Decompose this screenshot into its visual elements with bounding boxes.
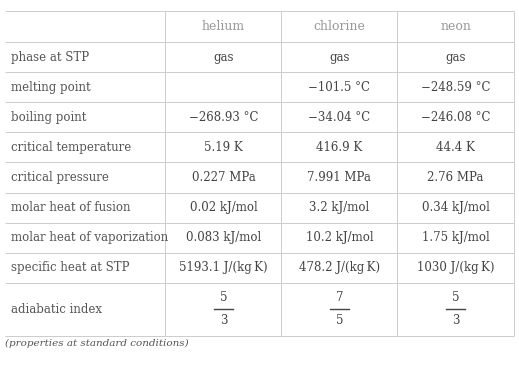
Text: molar heat of fusion: molar heat of fusion: [11, 201, 131, 214]
Text: 478.2 J/(kg K): 478.2 J/(kg K): [299, 261, 380, 274]
Text: 3.2 kJ/mol: 3.2 kJ/mol: [309, 201, 370, 214]
Text: −34.04 °C: −34.04 °C: [308, 111, 371, 124]
Text: 10.2 kJ/mol: 10.2 kJ/mol: [306, 231, 373, 244]
Text: phase at STP: phase at STP: [11, 51, 90, 63]
Text: critical pressure: critical pressure: [11, 171, 110, 184]
Text: 0.34 kJ/mol: 0.34 kJ/mol: [421, 201, 489, 214]
Text: 0.02 kJ/mol: 0.02 kJ/mol: [189, 201, 257, 214]
Text: molar heat of vaporization: molar heat of vaporization: [11, 231, 169, 244]
Text: chlorine: chlorine: [313, 20, 365, 33]
Text: (properties at standard conditions): (properties at standard conditions): [5, 339, 189, 348]
Text: 0.227 MPa: 0.227 MPa: [192, 171, 255, 184]
Text: melting point: melting point: [11, 81, 91, 94]
Text: specific heat at STP: specific heat at STP: [11, 261, 130, 274]
Text: helium: helium: [202, 20, 245, 33]
Text: boiling point: boiling point: [11, 111, 87, 124]
Text: 0.083 kJ/mol: 0.083 kJ/mol: [186, 231, 261, 244]
Text: gas: gas: [213, 51, 234, 63]
Text: 416.9 K: 416.9 K: [316, 141, 362, 154]
Text: 5: 5: [452, 291, 459, 304]
Text: 1.75 kJ/mol: 1.75 kJ/mol: [422, 231, 489, 244]
Text: 44.4 K: 44.4 K: [436, 141, 475, 154]
Text: 3: 3: [452, 314, 459, 327]
Text: 1030 J/(kg K): 1030 J/(kg K): [417, 261, 494, 274]
Text: 5193.1 J/(kg K): 5193.1 J/(kg K): [179, 261, 268, 274]
Text: gas: gas: [445, 51, 466, 63]
Text: 3: 3: [220, 314, 227, 327]
Text: critical temperature: critical temperature: [11, 141, 132, 154]
Text: gas: gas: [329, 51, 350, 63]
Text: −101.5 °C: −101.5 °C: [308, 81, 371, 94]
Text: 5: 5: [220, 291, 227, 304]
Text: 5: 5: [336, 314, 343, 327]
Text: adiabatic index: adiabatic index: [11, 303, 102, 316]
Text: 2.76 MPa: 2.76 MPa: [427, 171, 484, 184]
Text: −246.08 °C: −246.08 °C: [421, 111, 490, 124]
Text: neon: neon: [440, 20, 471, 33]
Text: 7: 7: [336, 291, 343, 304]
Text: 7.991 MPa: 7.991 MPa: [307, 171, 371, 184]
Text: −248.59 °C: −248.59 °C: [421, 81, 490, 94]
Text: −268.93 °C: −268.93 °C: [188, 111, 258, 124]
Text: 5.19 K: 5.19 K: [204, 141, 243, 154]
